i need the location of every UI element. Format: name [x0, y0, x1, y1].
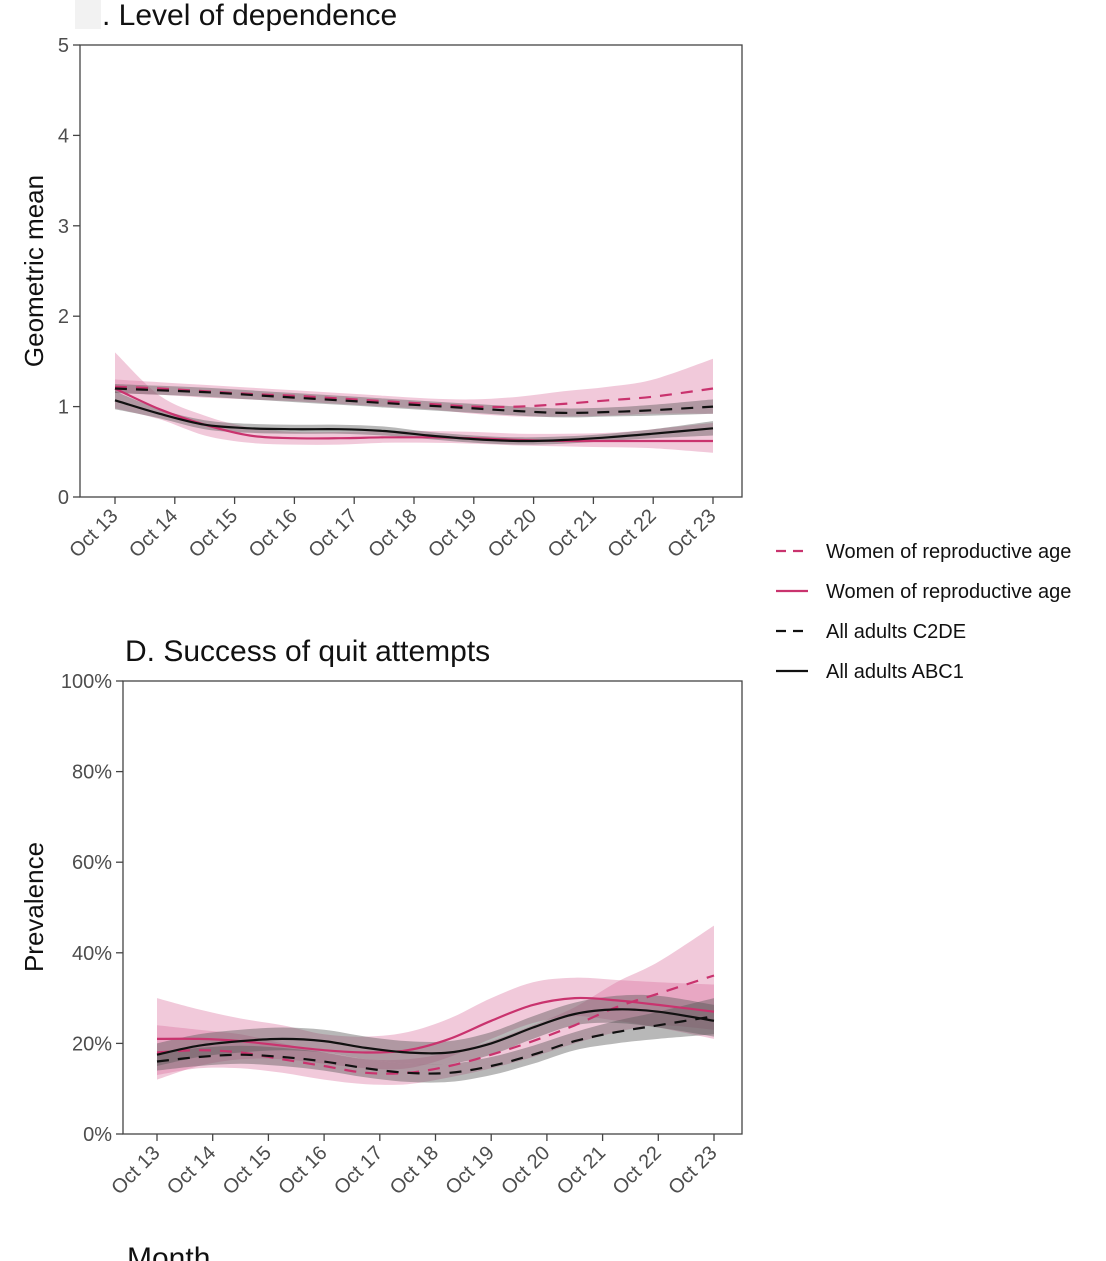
series-line-3	[156, 1015, 715, 1075]
y-tick-label: 4	[58, 125, 69, 147]
panel-c-title: . Level of dependence	[102, 0, 397, 32]
y-tick-label: 5	[58, 35, 69, 57]
y-tick-label: 1	[58, 397, 69, 419]
series-line-3	[114, 387, 714, 415]
x-tick-label: Oct 22	[609, 1142, 666, 1199]
y-tick-label: 60%	[72, 852, 112, 874]
x-tick-label: Oct 13	[107, 1142, 164, 1199]
plot-frame	[122, 680, 743, 1135]
confidence-band-series-4	[115, 391, 713, 445]
x-tick-label: Oct 17	[330, 1142, 387, 1199]
confidence-band-series-3	[157, 998, 714, 1083]
panel-d-y-axis-label: Prevalence	[19, 842, 49, 972]
confidence-band-series-2	[157, 977, 714, 1080]
legend-label-4: All adults ABC1	[826, 661, 964, 683]
x-tick-label: Oct 23	[663, 505, 720, 562]
panel-d-x-axis-label: Month	[127, 1242, 210, 1261]
x-tick-label: Oct 15	[185, 505, 242, 562]
plot-frame	[79, 44, 743, 498]
x-tick-label: Oct 15	[219, 1142, 276, 1199]
panel-c-y-axis-label: Geometric mean	[19, 175, 49, 367]
y-tick-label: 100%	[61, 671, 112, 693]
y-tick-label: 20%	[72, 1033, 112, 1055]
title-cover-patch	[75, 0, 101, 29]
x-tick-label: Oct 18	[386, 1142, 443, 1199]
series-line-4	[156, 1008, 715, 1056]
y-tick-label: 3	[58, 216, 69, 238]
x-tick-label: Oct 18	[364, 505, 421, 562]
x-tick-label: Oct 19	[424, 505, 481, 562]
x-tick-label: Oct 16	[245, 505, 302, 562]
legend-label-2: Women of reproductive age	[826, 581, 1071, 603]
x-tick-label: Oct 16	[274, 1142, 331, 1199]
legend-label-3: All adults C2DE	[826, 621, 966, 643]
confidence-band-series-3	[115, 384, 713, 418]
y-tick-label: 0%	[83, 1124, 112, 1146]
y-tick-label: 0	[58, 487, 69, 509]
x-tick-label: Oct 13	[65, 505, 122, 562]
x-tick-label: Oct 14	[163, 1142, 220, 1199]
x-tick-label: Oct 17	[305, 505, 362, 562]
y-tick-label: 2	[58, 306, 69, 328]
y-tick-label: 80%	[72, 762, 112, 784]
x-tick-label: Oct 20	[497, 1142, 554, 1199]
x-tick-label: Oct 21	[544, 505, 601, 562]
x-tick-label: Oct 14	[125, 505, 182, 562]
series-line-4	[114, 399, 714, 443]
legend: Women of reproductive age Women of reprod…	[776, 541, 1071, 683]
x-tick-label: Oct 20	[484, 505, 541, 562]
panel-d-title: D. Success of quit attempts	[125, 635, 490, 668]
x-tick-label: Oct 21	[553, 1142, 610, 1199]
x-tick-label: Oct 23	[664, 1142, 721, 1199]
confidence-band-series-1	[115, 358, 713, 417]
confidence-band-series-1	[157, 925, 714, 1085]
confidence-band-series-2	[115, 352, 713, 453]
x-tick-label: Oct 22	[604, 505, 661, 562]
legend-label-1: Women of reproductive age	[826, 541, 1071, 563]
y-tick-label: 40%	[72, 943, 112, 965]
x-tick-label: Oct 19	[442, 1142, 499, 1199]
